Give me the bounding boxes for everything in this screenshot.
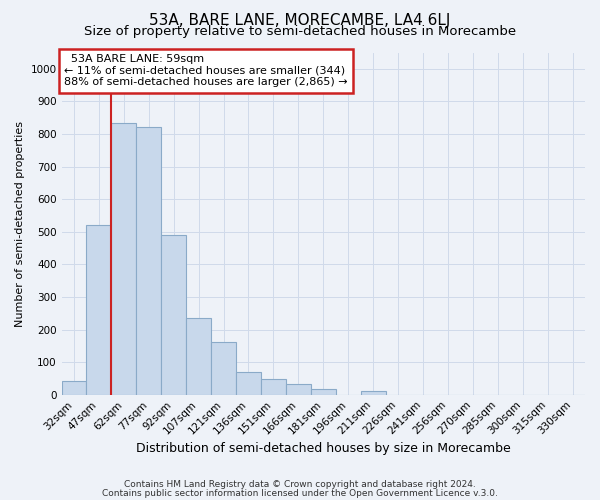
Bar	[311, 389, 336, 394]
Bar	[86, 225, 112, 394]
Bar	[286, 384, 311, 394]
Bar	[186, 318, 211, 394]
Text: Size of property relative to semi-detached houses in Morecambe: Size of property relative to semi-detach…	[84, 25, 516, 38]
Bar	[62, 381, 86, 394]
X-axis label: Distribution of semi-detached houses by size in Morecambe: Distribution of semi-detached houses by …	[136, 442, 511, 455]
Text: Contains public sector information licensed under the Open Government Licence v.: Contains public sector information licen…	[102, 489, 498, 498]
Text: Contains HM Land Registry data © Crown copyright and database right 2024.: Contains HM Land Registry data © Crown c…	[124, 480, 476, 489]
Bar	[161, 235, 186, 394]
Y-axis label: Number of semi-detached properties: Number of semi-detached properties	[15, 120, 25, 326]
Bar	[112, 122, 136, 394]
Bar	[136, 128, 161, 394]
Text: 53A BARE LANE: 59sqm
← 11% of semi-detached houses are smaller (344)
88% of semi: 53A BARE LANE: 59sqm ← 11% of semi-detac…	[64, 54, 348, 88]
Bar	[361, 392, 386, 394]
Bar	[211, 342, 236, 394]
Bar	[236, 372, 261, 394]
Text: 53A, BARE LANE, MORECAMBE, LA4 6LJ: 53A, BARE LANE, MORECAMBE, LA4 6LJ	[149, 12, 451, 28]
Bar	[261, 380, 286, 394]
